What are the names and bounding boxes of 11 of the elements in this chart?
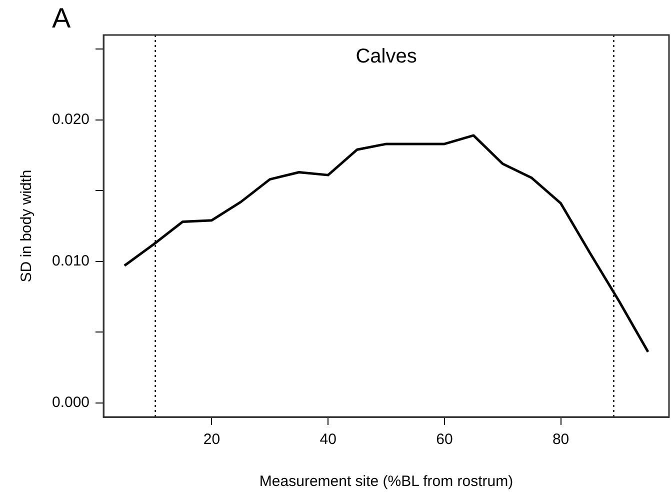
y-tick-label: 0.000 [52,394,90,411]
x-tick-label: 40 [320,431,336,448]
y-tick-label: 0.010 [52,252,90,270]
text: Calves [356,46,417,68]
y-axis-title: SD in body width [18,170,36,282]
x-tick-label: 20 [203,431,220,448]
x-axis-title: Measurement site (%BL from rostrum) [259,473,514,490]
x-tick-label: 80 [552,431,570,448]
y-tick-label: 0.020 [52,111,90,128]
x-tick-label: 60 [436,431,453,448]
text: A [52,2,71,34]
